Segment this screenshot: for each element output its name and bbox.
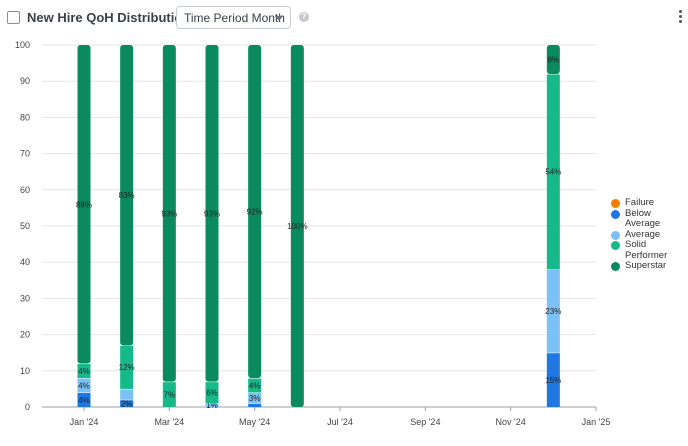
time-period-select[interactable]: Time Period Month (176, 6, 291, 29)
bar-data-label: 8% (548, 55, 560, 64)
chart-title: New Hire QoH Distribution per (27, 10, 215, 25)
bar-segment (205, 45, 219, 382)
bar-data-label: 2% (121, 399, 133, 408)
bar-segment (120, 399, 134, 407)
legend-item[interactable]: Failure (611, 197, 687, 209)
bar-segment (120, 45, 134, 346)
bar-data-label: 88% (76, 200, 92, 209)
bar-data-label: 4% (78, 381, 90, 390)
bar-data-label: 83% (119, 191, 135, 200)
y-tick-label: 60 (20, 185, 30, 195)
y-tick-label: 80 (20, 112, 30, 122)
y-tick-label: 30 (20, 293, 30, 303)
bar-segment (248, 403, 262, 407)
bar-segment (248, 378, 262, 393)
legend-item[interactable]: Below Average (611, 207, 687, 230)
y-tick-label: 100 (15, 40, 30, 50)
chevron-down-icon (275, 16, 283, 21)
x-tick-label: Mar '24 (154, 417, 184, 427)
bar-data-label: 6% (206, 389, 218, 398)
more-options-icon[interactable] (679, 10, 683, 24)
legend-swatch (611, 199, 620, 208)
legend-label: Failure (625, 197, 655, 208)
bar-segment (546, 352, 560, 407)
legend-label: Superstar (625, 260, 667, 271)
bar-segment (162, 381, 176, 407)
bar-segment (248, 392, 262, 404)
legend-label: Below Average (625, 207, 661, 229)
x-tick-label: Jul '24 (327, 417, 353, 427)
legend-item[interactable]: Average (611, 228, 687, 241)
bar-segment (120, 345, 134, 389)
bar-segment (546, 45, 560, 74)
select-checkbox[interactable] (7, 11, 20, 24)
y-tick-label: 20 (20, 330, 30, 340)
bar-data-label: 3% (249, 394, 261, 403)
y-tick-label: 10 (20, 366, 30, 376)
bar-segment (205, 403, 219, 407)
y-tick-label: 90 (20, 76, 30, 86)
bar-data-label: 54% (545, 168, 561, 177)
legend-item[interactable]: Superstar (611, 260, 687, 272)
bar-data-label: 7% (164, 390, 176, 399)
bar-data-label: 1% (206, 401, 218, 410)
bar-segment (546, 269, 560, 353)
chart-header: New Hire QoH Distribution per Time Perio… (0, 0, 688, 34)
bar-segment (77, 392, 91, 407)
bar-segment (77, 45, 91, 364)
y-tick-label: 40 (20, 257, 30, 267)
bar-segment (77, 378, 91, 393)
legend-swatch (611, 230, 620, 240)
bar-data-label: 15% (545, 376, 561, 385)
bar-segment (205, 381, 219, 404)
bar-data-label: 12% (119, 363, 135, 372)
legend-swatch (611, 262, 620, 271)
bar-segment (162, 45, 176, 382)
legend-label: Average (625, 228, 661, 240)
legend-swatch (611, 241, 620, 250)
bar-data-label: 93% (204, 209, 220, 218)
bar-segment (77, 363, 91, 379)
x-tick-label: Nov '24 (496, 417, 526, 427)
y-tick-label: 50 (20, 221, 30, 231)
chart-legend: Failure Below Average Average Solid Perform… (611, 197, 687, 272)
bar-segment (290, 45, 304, 407)
legend-item[interactable]: Solid Performer (611, 239, 687, 261)
legend-label: Solid Performer (625, 239, 668, 261)
legend-swatch (611, 209, 620, 219)
bar-segment (120, 388, 134, 400)
bar-data-label: 4% (78, 367, 90, 376)
y-tick-label: 70 (20, 149, 30, 159)
x-tick-label: Jan '24 (70, 417, 99, 427)
time-period-select-value: Time Period Month (184, 11, 285, 25)
bar-segment (546, 73, 560, 270)
x-tick-label: May '24 (239, 417, 270, 427)
bar-data-label: 92% (247, 208, 263, 217)
bar-data-label: 93% (161, 209, 177, 218)
bar-data-label: 23% (545, 307, 561, 316)
y-tick-label: 0 (25, 402, 30, 412)
bar-segment (248, 45, 262, 379)
bar-data-label: 4% (249, 381, 261, 390)
help-icon[interactable]: ? (299, 12, 309, 22)
bar-data-label: 100% (287, 222, 307, 231)
bar-data-label: 4% (78, 396, 90, 405)
x-tick-label: Jan '25 (582, 417, 611, 427)
x-tick-label: Sep '24 (410, 417, 440, 427)
